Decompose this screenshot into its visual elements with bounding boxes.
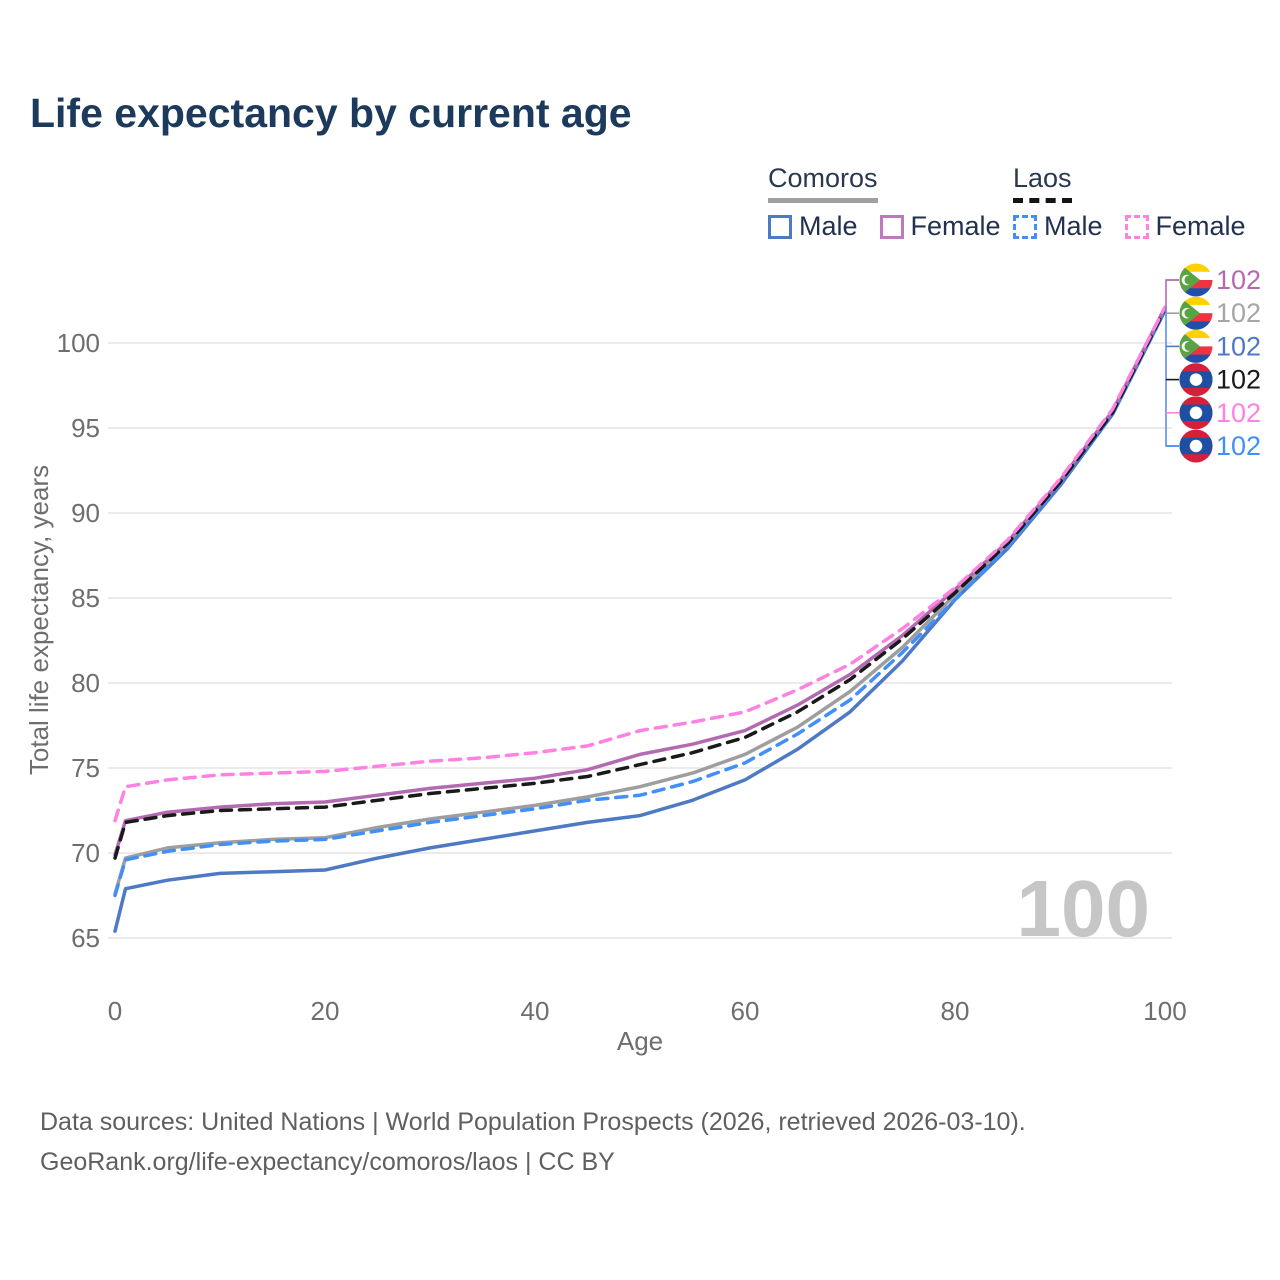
laos-male-swatch xyxy=(1013,214,1037,239)
life-expectancy-chart: 65 70 75 80 85 90 95 100 100 0 20 40 60 80 100 Age Total… xyxy=(24,263,1262,1056)
end-value-label: 102 xyxy=(1216,298,1261,328)
end-label-comoros-total[interactable]: 102 xyxy=(1179,296,1262,331)
laos-flag-icon xyxy=(1179,429,1213,463)
series-line-laos-female[interactable] xyxy=(113,305,1167,823)
end-value-label: 102 xyxy=(1216,265,1261,295)
end-label-laos-total[interactable]: 102 xyxy=(1179,363,1262,397)
y-axis-title: Total life expectancy, years xyxy=(24,465,54,775)
legend-item-label: Female xyxy=(1155,211,1246,241)
x-tick-label: 0 xyxy=(108,996,122,1026)
chart-legend: Comoros Male Female Laos Male Female xyxy=(0,163,1280,243)
y-tick-label: 75 xyxy=(71,753,100,783)
y-tick-label: 100 xyxy=(57,328,100,358)
legend-item-label: Female xyxy=(910,211,1001,241)
x-axis-title: Age xyxy=(617,1026,663,1056)
legend-item-comoros-female[interactable]: Female xyxy=(879,211,1001,242)
comoros-male-swatch xyxy=(768,214,792,239)
legend-item-label: Male xyxy=(799,211,858,241)
end-value-label: 102 xyxy=(1216,431,1261,461)
series-line-laos-male[interactable] xyxy=(113,308,1167,898)
legend-item-comoros-male[interactable]: Male xyxy=(768,211,858,242)
end-label-comoros-male[interactable]: 102 xyxy=(1179,329,1262,364)
x-tick-label: 20 xyxy=(311,996,340,1026)
laos-flag-icon xyxy=(1179,363,1213,397)
page-title: Life expectancy by current age xyxy=(30,90,632,136)
legend-group-comoros: Comoros Male Female xyxy=(768,163,1001,242)
end-label-laos-female[interactable]: 102 xyxy=(1179,396,1262,430)
leader-line-top xyxy=(1165,279,1179,310)
y-tick-label: 85 xyxy=(71,583,100,613)
laos-female-swatch xyxy=(1124,214,1149,239)
comoros-flag-icon xyxy=(1179,263,1213,297)
series-line-comoros-total[interactable] xyxy=(113,307,1167,896)
end-value-label: 102 xyxy=(1216,331,1261,361)
comoros-female-swatch xyxy=(879,214,904,239)
end-value-label: 102 xyxy=(1216,398,1261,428)
attribution-link-text[interactable]: GeoRank.org/life-expectancy/comoros/laos… xyxy=(40,1148,615,1176)
y-tick-label: 90 xyxy=(71,498,100,528)
legend-group-title-comoros[interactable]: Comoros xyxy=(768,163,878,203)
comoros-flag-icon xyxy=(1179,329,1213,363)
age-watermark: 100 xyxy=(1017,864,1150,953)
end-value-label: 102 xyxy=(1216,365,1261,395)
x-tick-label: 100 xyxy=(1143,996,1186,1026)
legend-group-laos: Laos Male Female xyxy=(1013,163,1246,242)
end-label-laos-male[interactable]: 102 xyxy=(1179,429,1262,463)
data-sources-text: Data sources: United Nations | World Pop… xyxy=(40,1108,1026,1136)
y-tick-label: 95 xyxy=(71,413,100,443)
legend-group-title-laos[interactable]: Laos xyxy=(1013,163,1072,203)
legend-item-laos-male[interactable]: Male xyxy=(1013,211,1103,242)
leader-line-bottom xyxy=(1165,309,1179,447)
x-tick-label: 60 xyxy=(731,996,760,1026)
y-tick-label: 65 xyxy=(71,923,100,953)
legend-item-label: Male xyxy=(1044,211,1103,241)
y-tick-label: 80 xyxy=(71,668,100,698)
x-tick-label: 40 xyxy=(521,996,550,1026)
x-tick-label: 80 xyxy=(941,996,970,1026)
legend-item-laos-female[interactable]: Female xyxy=(1124,211,1246,242)
comoros-flag-icon xyxy=(1179,296,1213,330)
end-label-comoros-female[interactable]: 102 xyxy=(1179,263,1262,298)
y-tick-label: 70 xyxy=(71,838,100,868)
laos-flag-icon xyxy=(1179,396,1213,430)
series-line-laos-total[interactable] xyxy=(113,307,1167,860)
